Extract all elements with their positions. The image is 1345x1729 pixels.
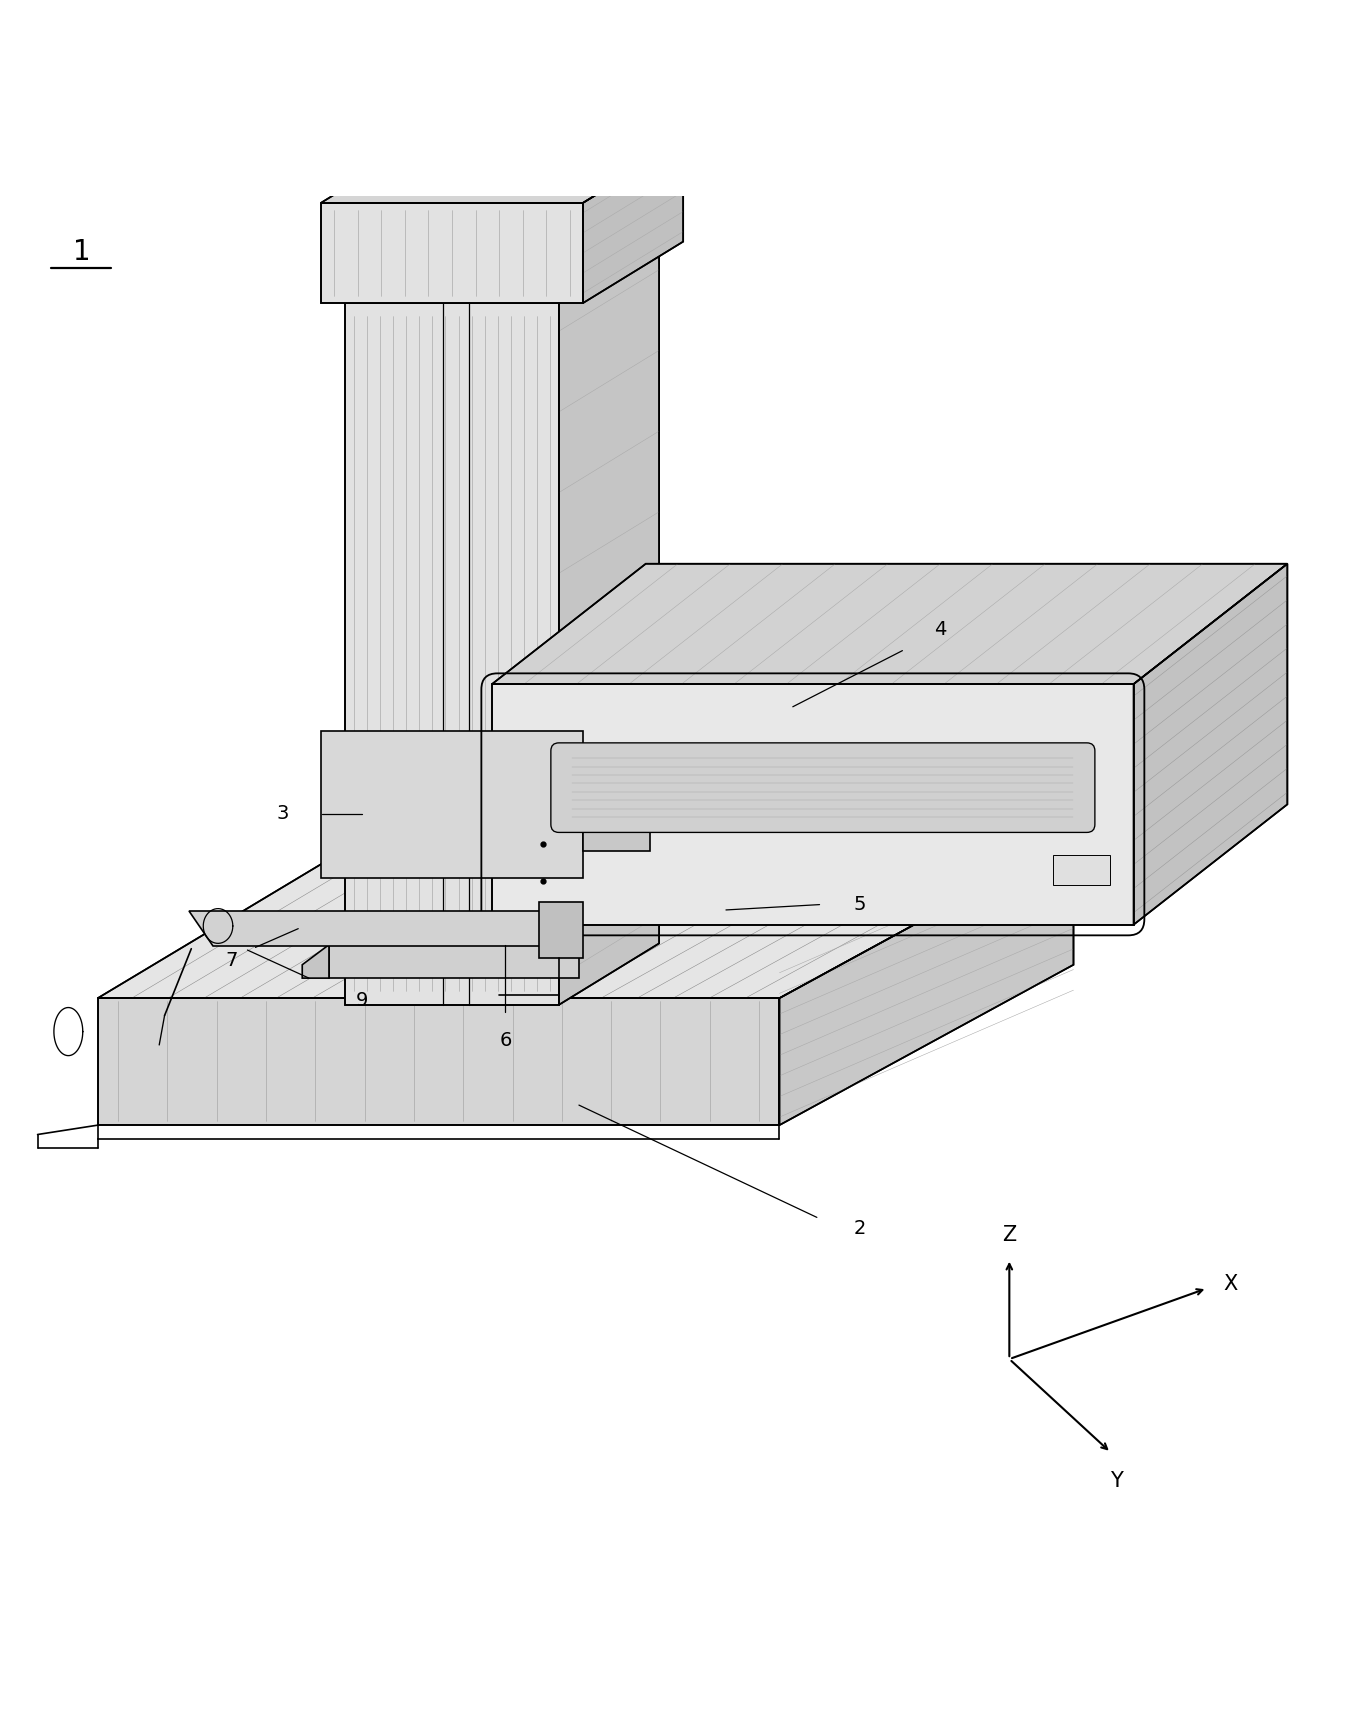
Text: Z: Z [1002, 1226, 1017, 1245]
Polygon shape [321, 202, 582, 303]
Text: Y: Y [1110, 1471, 1123, 1492]
Text: 6: 6 [499, 1032, 511, 1051]
Polygon shape [492, 685, 1134, 925]
Polygon shape [98, 998, 780, 1126]
Text: 3: 3 [276, 804, 288, 823]
Polygon shape [346, 242, 659, 303]
Polygon shape [1134, 564, 1287, 925]
Bar [1053, 856, 1110, 885]
Polygon shape [492, 564, 1287, 685]
Polygon shape [330, 932, 578, 979]
Polygon shape [188, 911, 572, 946]
Polygon shape [321, 142, 683, 202]
Polygon shape [582, 142, 683, 303]
FancyBboxPatch shape [551, 743, 1095, 832]
Text: 9: 9 [356, 991, 369, 1010]
Polygon shape [560, 242, 659, 1005]
Polygon shape [539, 903, 582, 958]
Text: 2: 2 [854, 1219, 866, 1238]
Text: 1: 1 [73, 239, 90, 266]
Polygon shape [780, 839, 1073, 1126]
Text: 4: 4 [933, 619, 946, 638]
Polygon shape [98, 839, 1073, 998]
Text: 5: 5 [853, 896, 866, 915]
Polygon shape [346, 303, 560, 1005]
Text: X: X [1223, 1274, 1237, 1295]
Polygon shape [321, 731, 582, 878]
Polygon shape [582, 785, 650, 851]
Polygon shape [303, 944, 330, 979]
Text: 7: 7 [225, 951, 238, 970]
